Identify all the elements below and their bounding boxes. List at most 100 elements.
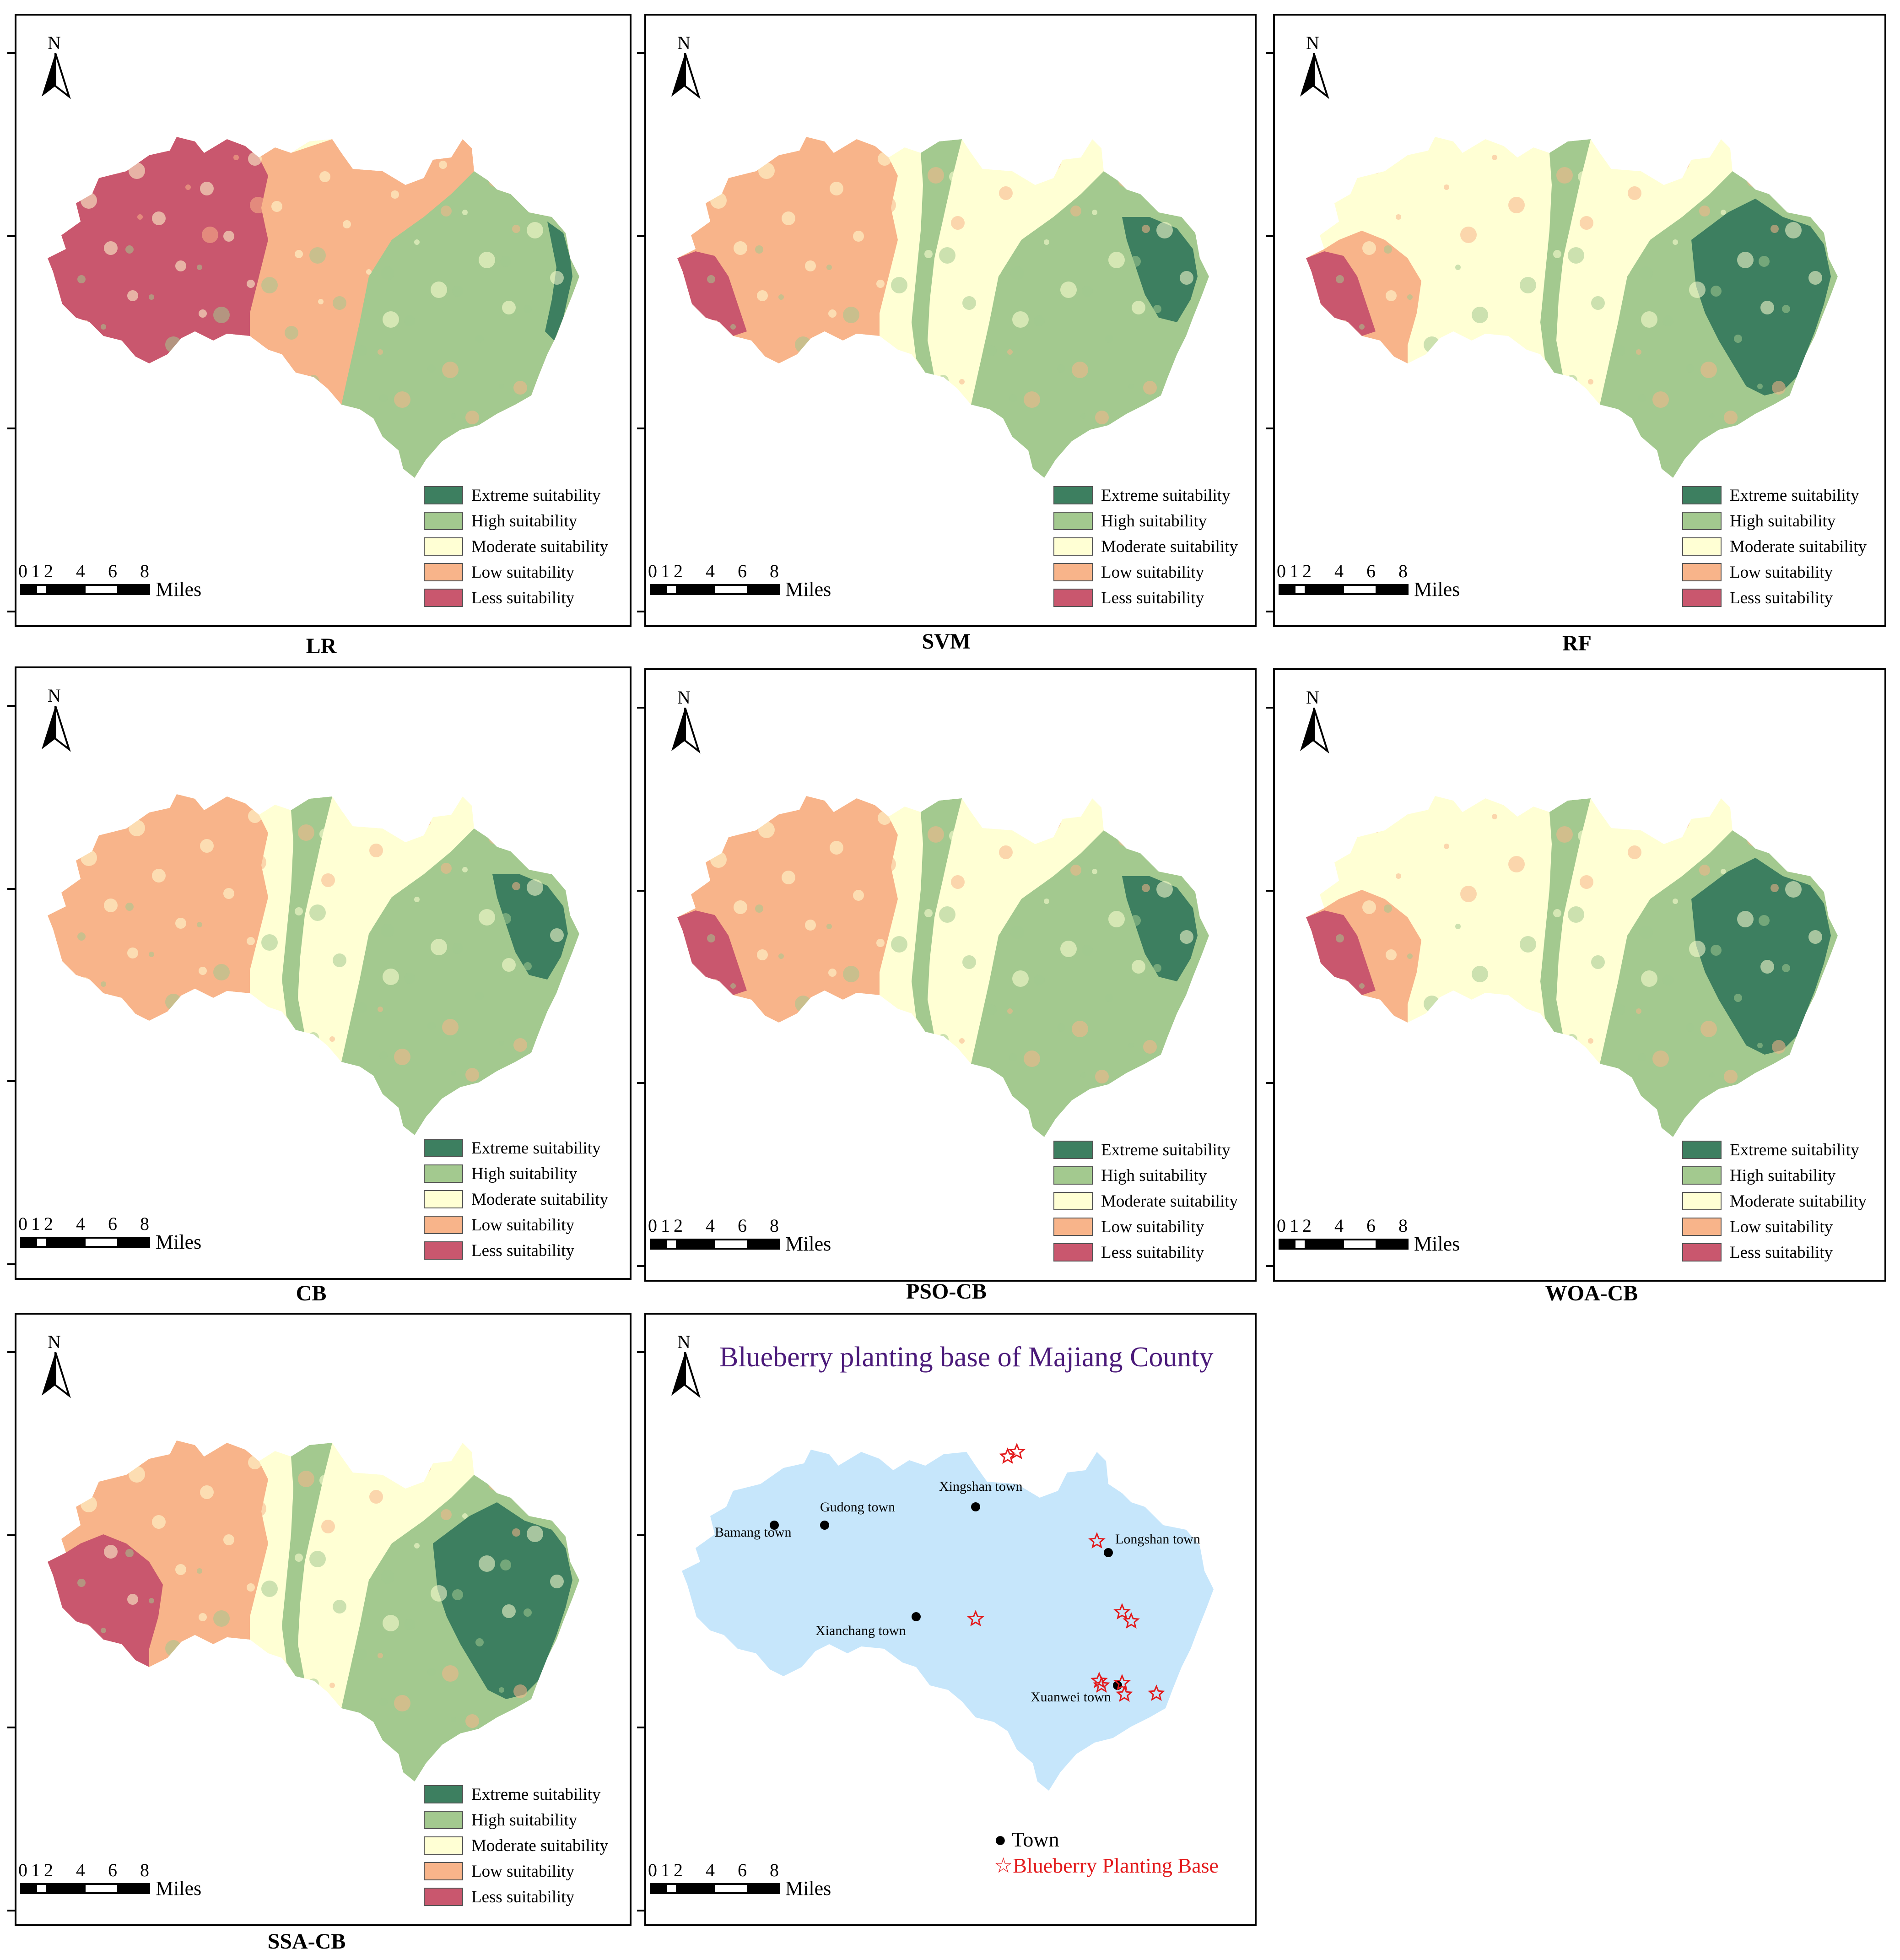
axis-tick xyxy=(7,1727,15,1728)
zone-speckle xyxy=(165,1640,182,1657)
zone-speckle xyxy=(1359,983,1365,989)
zone-speckle xyxy=(1591,296,1605,310)
axis-tick xyxy=(7,705,15,707)
zone-speckle xyxy=(1118,835,1129,846)
zone-speckle xyxy=(129,162,145,179)
zone-less xyxy=(1306,251,1376,336)
north-label: N xyxy=(48,1332,61,1352)
zone-speckle xyxy=(213,964,230,980)
zone-speckle xyxy=(1140,180,1145,185)
zone-speckle xyxy=(318,956,324,962)
zone-speckle xyxy=(891,936,907,953)
zone-speckle xyxy=(1444,844,1449,849)
zone-speckle xyxy=(1747,176,1758,187)
zone-speckle xyxy=(1495,356,1509,369)
zone-speckle xyxy=(1143,381,1157,395)
zone-speckle xyxy=(1092,869,1097,874)
zone-speckle xyxy=(1399,1074,1413,1088)
zone-speckle xyxy=(162,1723,170,1731)
zone-speckle xyxy=(696,854,704,862)
scale-bar: 0 1 2 4 6 8 Miles xyxy=(18,1213,201,1253)
zone-speckle xyxy=(547,354,552,359)
zone-speckle xyxy=(369,844,383,857)
zone-speckle xyxy=(939,247,955,264)
zone-high xyxy=(282,1443,332,1681)
caption-svm: SVM xyxy=(922,629,971,654)
zone-speckle xyxy=(1455,924,1461,929)
zone-speckle xyxy=(1495,1015,1509,1029)
axis-tick xyxy=(637,52,644,54)
zone-speckle xyxy=(840,1049,848,1057)
zone-speckle xyxy=(747,1025,763,1042)
legend-swatch xyxy=(424,537,463,556)
zone-speckle xyxy=(1628,845,1641,859)
town-dot-icon: ● xyxy=(994,1828,1007,1851)
suitability-map-woa-cb xyxy=(1306,796,1838,1137)
legend-label: Moderate suitability xyxy=(1101,537,1238,556)
axis-tick xyxy=(637,1351,644,1353)
zone-speckle xyxy=(986,1004,997,1015)
legend-item: Moderate suitability xyxy=(1053,1188,1268,1214)
zone-speckle xyxy=(901,860,912,871)
zone-speckle xyxy=(709,320,720,331)
zone-speckle xyxy=(1156,222,1173,238)
zone-speckle xyxy=(162,1077,170,1085)
zone-speckle xyxy=(125,1549,134,1557)
zone-speckle xyxy=(475,335,484,343)
north-label: N xyxy=(1306,687,1319,708)
map-panel-pso-cb: N Extreme suitability High suitability Mode… xyxy=(637,668,1257,1282)
zone-speckle xyxy=(1782,964,1790,972)
zone-speckle xyxy=(527,222,543,238)
scale-tick-label: 8 xyxy=(1398,561,1408,581)
zone-speckle xyxy=(1024,391,1040,408)
legend-label: Moderate suitability xyxy=(471,1836,609,1855)
axis-tick xyxy=(637,1534,644,1536)
zone-speckle xyxy=(550,271,564,285)
zone-speckle xyxy=(175,260,186,271)
zone-speckle xyxy=(1034,315,1045,326)
scale-tick-label: 4 xyxy=(706,561,715,581)
zone-speckle xyxy=(1517,1019,1525,1027)
zone-speckle xyxy=(1628,186,1641,200)
zone-speckle xyxy=(319,1475,330,1486)
scale-tick-label: 2 xyxy=(674,1215,683,1236)
zone-speckle xyxy=(319,828,330,839)
zone-high xyxy=(912,798,962,1036)
zone-speckle xyxy=(1362,241,1376,255)
zone-speckle xyxy=(117,1670,134,1686)
legend-item: Less suitability xyxy=(424,1884,639,1910)
zone-speckle xyxy=(1338,979,1349,990)
zone-speckle xyxy=(439,1464,447,1473)
legend-swatch xyxy=(424,1164,463,1183)
zone-speckle xyxy=(465,1068,479,1082)
zone-speckle xyxy=(189,1689,202,1703)
scale-tick-label: 2 xyxy=(44,561,53,581)
zone-speckle xyxy=(281,409,287,414)
zone-speckle xyxy=(694,809,699,815)
zone-speckle xyxy=(1434,920,1445,931)
zone-speckle xyxy=(1578,830,1589,841)
zone-speckle xyxy=(261,1581,278,1597)
zone-high xyxy=(282,796,332,1034)
star-icon: ☆ xyxy=(994,1854,1013,1877)
zone-speckle xyxy=(499,1687,504,1693)
legend-label: High suitability xyxy=(471,1164,578,1183)
zone-speckle xyxy=(165,336,182,353)
town-marker xyxy=(820,1521,829,1530)
zone-speckle xyxy=(1339,192,1355,209)
legend-swatch xyxy=(424,1216,463,1234)
zone-speckle xyxy=(1010,266,1024,280)
zone-speckle xyxy=(1445,341,1456,352)
zone-speckle xyxy=(318,1603,324,1608)
zone-speckle xyxy=(1044,899,1049,904)
scale-tick-label: 8 xyxy=(140,1213,149,1234)
zone-speckle xyxy=(818,1045,832,1058)
zone-speckle xyxy=(710,851,727,868)
zone-speckle xyxy=(1458,182,1472,195)
zone-speckle xyxy=(1447,1045,1461,1058)
zone-speckle xyxy=(67,1655,81,1668)
zone-speckle xyxy=(1662,315,1673,326)
axis-tick xyxy=(7,1910,15,1911)
zone-speckle xyxy=(1805,1013,1811,1018)
scale-tick-label: 2 xyxy=(674,1860,683,1880)
